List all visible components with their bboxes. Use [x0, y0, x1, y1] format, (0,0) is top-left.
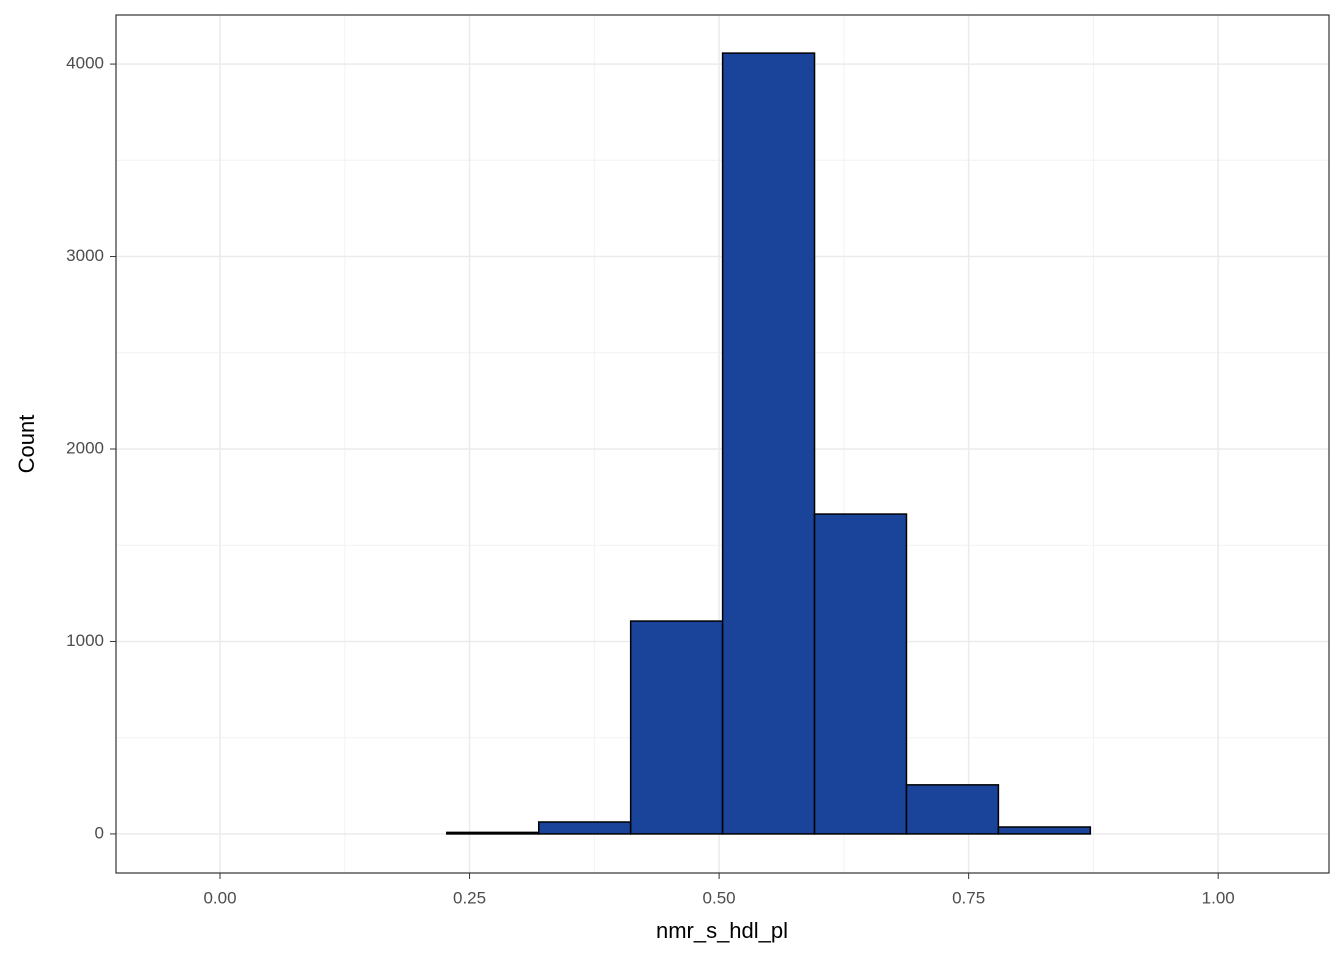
bar	[905, 784, 1000, 835]
x-axis-title: nmr_s_hdl_pl	[656, 918, 788, 943]
x-tick-label: 0.50	[703, 888, 736, 907]
x-tick-label: 0.75	[952, 888, 985, 907]
x-tick-label: 1.00	[1202, 888, 1235, 907]
bar	[813, 513, 908, 835]
panel-border	[115, 14, 1330, 874]
bar	[997, 826, 1092, 835]
x-tick-label: 0.25	[453, 888, 486, 907]
x-tick-label: 0.00	[203, 888, 236, 907]
y-tick-label: 3000	[66, 246, 104, 265]
y-tick-label: 1000	[66, 631, 104, 650]
y-tick-label: 0	[95, 823, 104, 842]
y-tick-label: 4000	[66, 54, 104, 73]
y-axis-title: Count	[14, 415, 39, 474]
bar	[537, 821, 632, 835]
bar	[446, 831, 540, 835]
y-tick-label: 2000	[66, 438, 104, 457]
bar	[629, 620, 724, 835]
bar	[721, 52, 816, 835]
